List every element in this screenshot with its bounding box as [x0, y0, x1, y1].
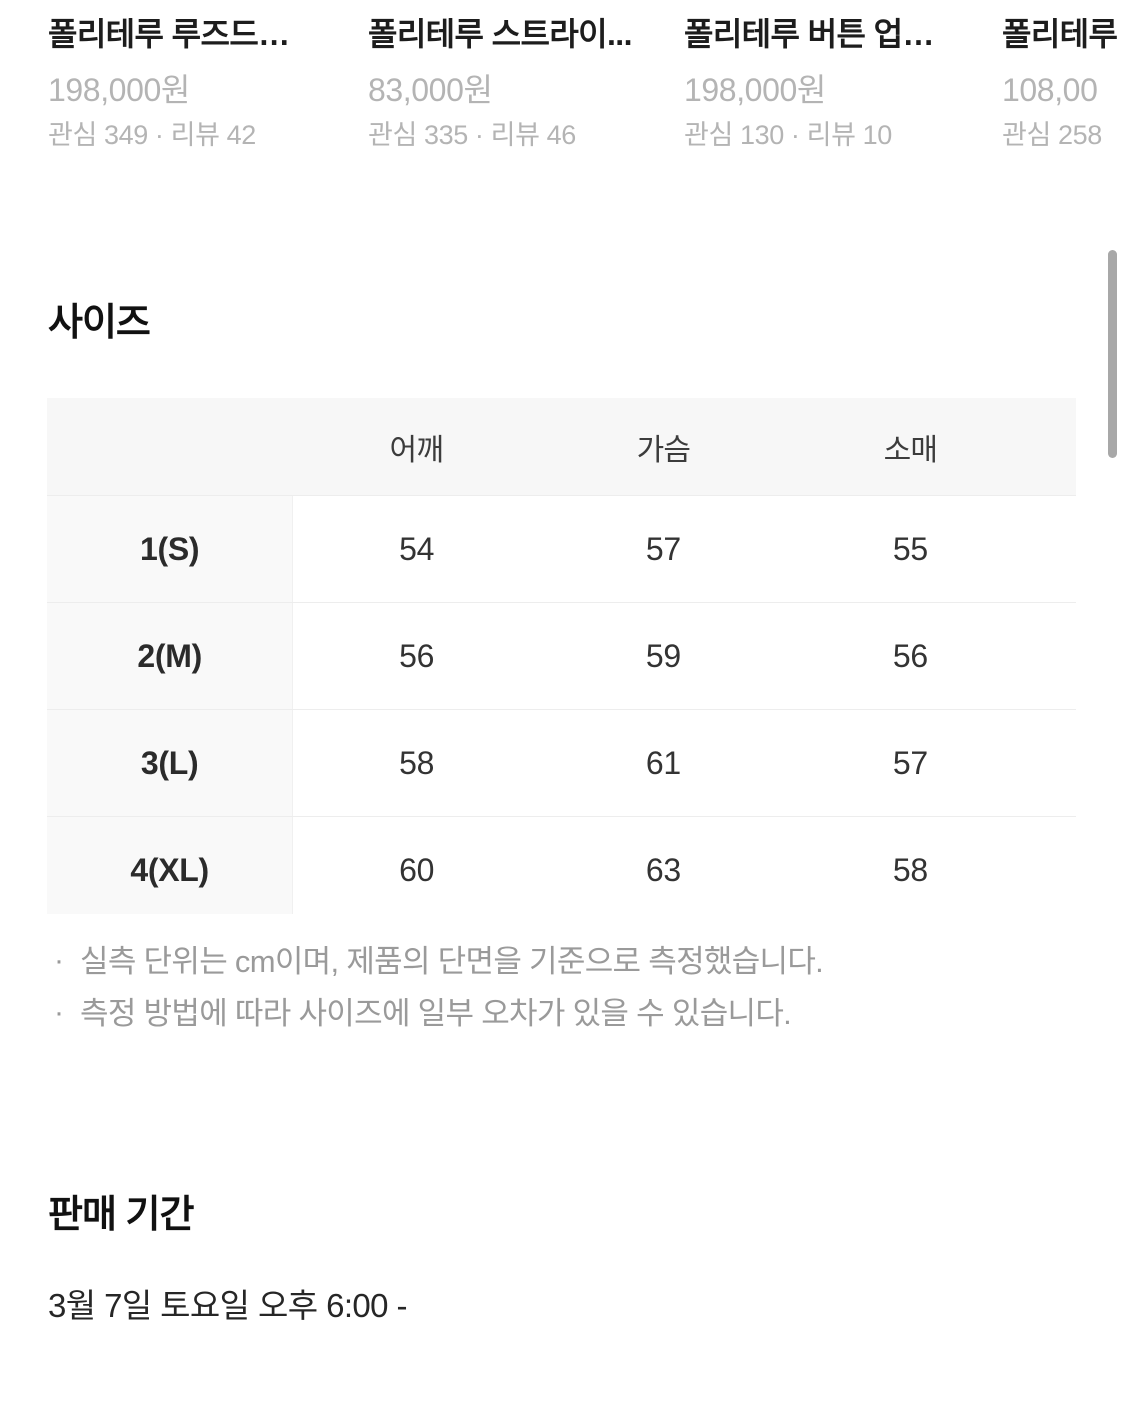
bullet-icon: · — [54, 944, 64, 977]
product-card[interactable]: 폴리테루 스트라이... 83,000원 관심 335 · 리뷰 46 — [368, 0, 658, 175]
size-notes-list: · 실측 단위는 cm이며, 제품의 단면을 기준으로 측정했습니다. · 측정… — [48, 942, 1048, 1045]
table-cell-length: 71 — [1033, 709, 1076, 817]
bullet-icon: · — [54, 995, 64, 1029]
table-cell-shoulder: 56 — [292, 602, 540, 710]
product-price: 108,00 — [1002, 72, 1098, 108]
table-row: 2(M) 56 59 56 69 — [47, 602, 1076, 710]
table-cell-length: 69 — [1033, 602, 1076, 710]
table-cell-sleeve: 56 — [786, 602, 1034, 710]
sale-period-value: 3월 7일 토요일 오후 6:00 - — [48, 1287, 407, 1324]
product-stats: 관심 335 · 리뷰 46 — [368, 120, 576, 150]
table-cell-chest: 59 — [539, 602, 787, 710]
table-cell-chest: 57 — [539, 495, 787, 603]
product-price: 83,000원 — [368, 72, 493, 108]
product-title: 폴리테루 버튼 업… — [684, 16, 934, 52]
table-header-length: 총장 (RIB — [1033, 398, 1076, 496]
product-title: 폴리테루 스트라이... — [368, 16, 632, 52]
table-header-row: 어깨 가슴 소매 총장 (RIB — [47, 398, 1076, 496]
list-item: · 측정 방법에 따라 사이즈에 일부 오차가 있을 수 있습니다. — [48, 994, 1048, 1034]
list-item: · 실측 단위는 cm이며, 제품의 단면을 기준으로 측정했습니다. — [48, 942, 1048, 982]
table-row: 1(S) 54 57 55 67 — [47, 495, 1076, 603]
table-cell-chest: 63 — [539, 816, 787, 914]
table-header-shoulder: 어깨 — [292, 398, 540, 496]
product-card[interactable]: 폴리테루 108,00 관심 258 — [1002, 0, 1125, 175]
size-section-heading: 사이즈 — [48, 302, 151, 344]
table-header-size — [47, 398, 293, 496]
sale-period-heading: 판매 기간 — [48, 1194, 194, 1236]
size-table-scroll-container[interactable]: 어깨 가슴 소매 총장 (RIB 1(S) 54 57 55 67 2(M) 5… — [47, 398, 1076, 914]
table-cell-shoulder: 60 — [292, 816, 540, 914]
table-cell-size: 4(XL) — [47, 816, 294, 914]
product-price: 198,000원 — [684, 72, 826, 108]
table-header-chest: 가슴 — [539, 398, 787, 496]
product-stats: 관심 130 · 리뷰 10 — [684, 120, 892, 150]
product-card[interactable]: 폴리테루 루즈드… 198,000원 관심 349 · 리뷰 42 — [48, 0, 338, 175]
table-cell-length: 67 — [1033, 495, 1076, 603]
size-table: 어깨 가슴 소매 총장 (RIB 1(S) 54 57 55 67 2(M) 5… — [47, 398, 1076, 914]
note-text: 측정 방법에 따라 사이즈에 일부 오차가 있을 수 있습니다. — [80, 995, 792, 1031]
table-cell-shoulder: 58 — [292, 709, 540, 817]
table-cell-sleeve: 57 — [786, 709, 1034, 817]
table-row: 4(XL) 60 63 58 73 — [47, 816, 1076, 914]
table-cell-sleeve: 55 — [786, 495, 1034, 603]
table-cell-size: 3(L) — [47, 709, 294, 817]
product-price: 198,000원 — [48, 72, 190, 108]
table-cell-length: 73 — [1033, 816, 1076, 914]
scrollbar-thumb[interactable] — [1108, 250, 1117, 458]
product-card[interactable]: 폴리테루 버튼 업… 198,000원 관심 130 · 리뷰 10 — [684, 0, 974, 175]
product-stats: 관심 349 · 리뷰 42 — [48, 120, 256, 150]
product-title: 폴리테루 — [1002, 16, 1118, 52]
table-cell-chest: 61 — [539, 709, 787, 817]
table-row: 3(L) 58 61 57 71 — [47, 709, 1076, 817]
table-cell-size: 1(S) — [47, 495, 294, 603]
related-products-carousel[interactable]: 폴리테루 루즈드… 198,000원 관심 349 · 리뷰 42 폴리테루 스… — [0, 0, 1125, 175]
table-cell-size: 2(M) — [47, 602, 294, 710]
table-cell-shoulder: 54 — [292, 495, 540, 603]
table-cell-sleeve: 58 — [786, 816, 1034, 914]
table-header-sleeve: 소매 — [786, 398, 1034, 496]
note-text: 실측 단위는 cm이며, 제품의 단면을 기준으로 측정했습니다. — [80, 944, 824, 979]
product-stats: 관심 258 — [1002, 120, 1102, 150]
product-title: 폴리테루 루즈드… — [48, 16, 290, 52]
page-scrollbar[interactable] — [1108, 0, 1125, 1406]
